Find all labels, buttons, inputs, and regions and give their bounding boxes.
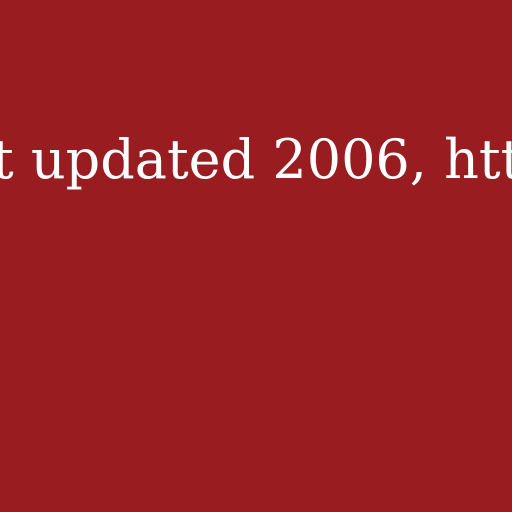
caption-text: t updated 2006, htt [0,128,512,191]
cropped-caption-line: t updated 2006, htt [0,124,512,196]
